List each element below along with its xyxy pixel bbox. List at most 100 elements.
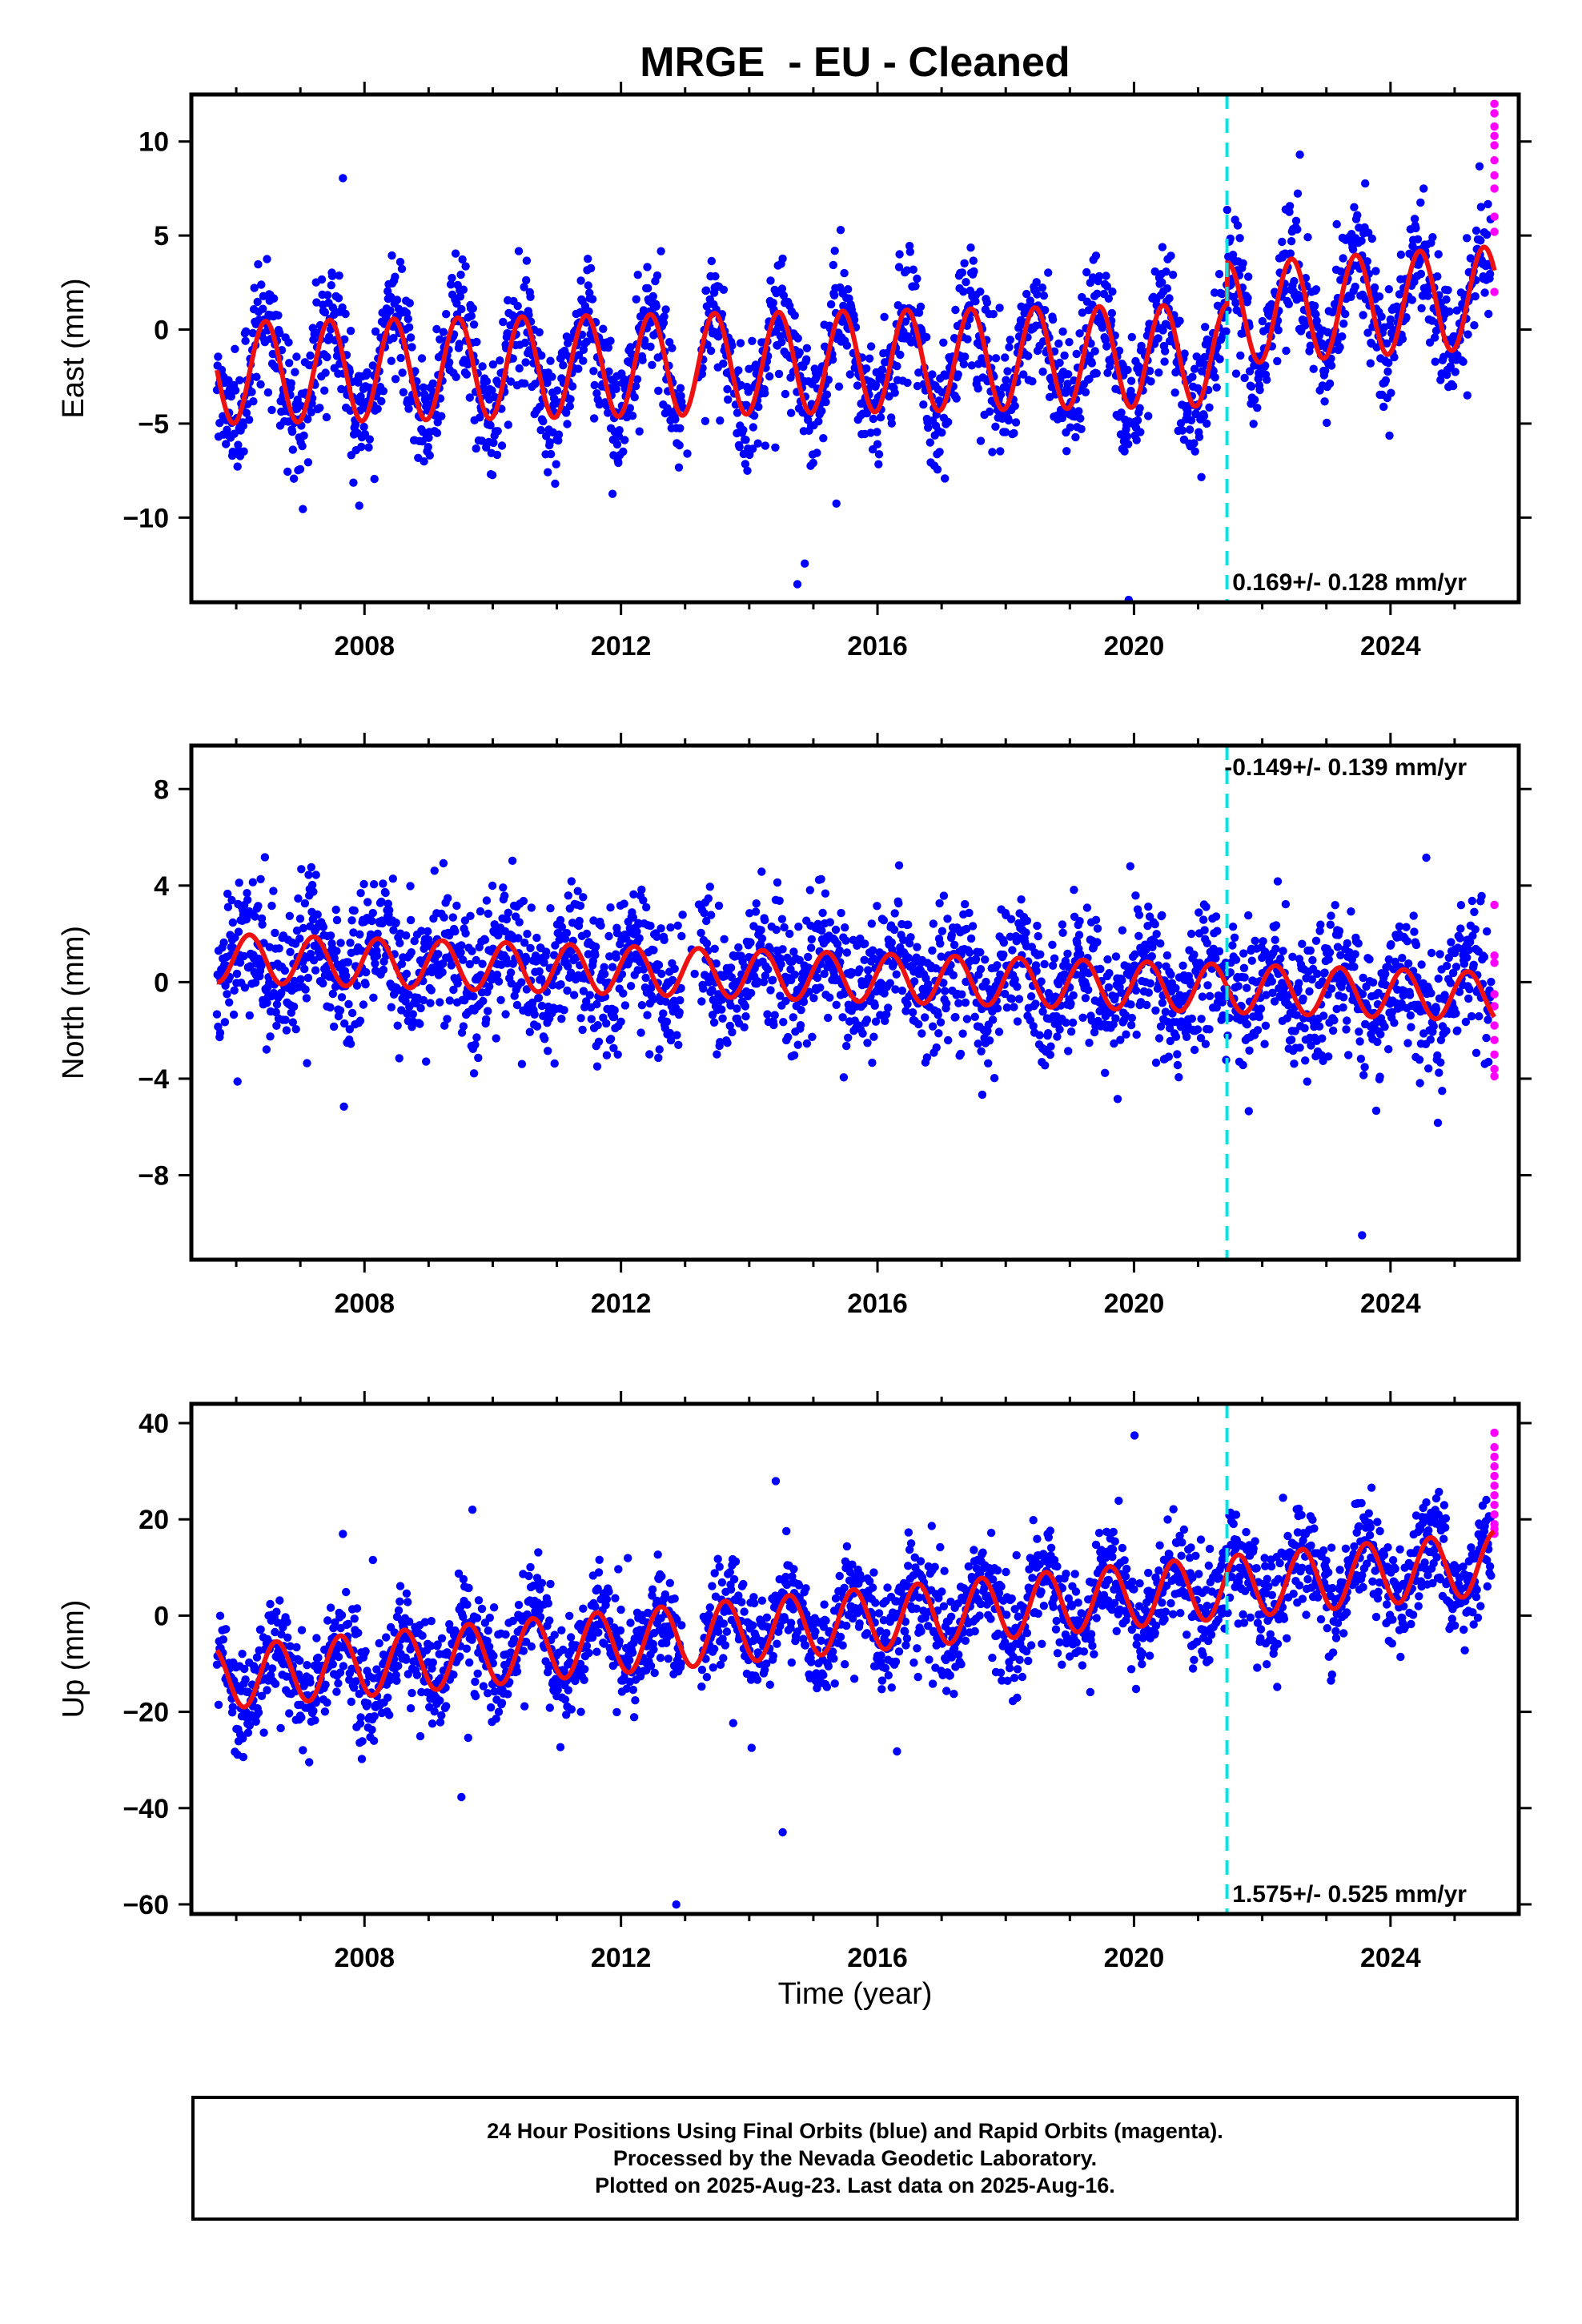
east-data-point — [1038, 368, 1047, 376]
east-data-point — [1415, 257, 1424, 266]
east-data-point — [832, 499, 841, 508]
north-data-point — [1460, 959, 1469, 968]
north-data-point — [1360, 1063, 1369, 1072]
east-data-point — [263, 255, 271, 263]
east-data-point — [966, 243, 975, 252]
east-data-point — [1273, 356, 1282, 366]
north-data-point — [357, 946, 366, 955]
up-data-point — [241, 1675, 250, 1684]
east-data-point — [1222, 327, 1231, 336]
north-data-point — [344, 999, 353, 1009]
up-data-point — [214, 1700, 223, 1709]
north-data-point — [1339, 1003, 1347, 1012]
north-data-point — [1354, 939, 1363, 948]
north-data-point — [1313, 969, 1322, 979]
north-data-point — [469, 992, 478, 1001]
north-data-point — [1105, 969, 1114, 978]
east-data-point — [1323, 418, 1331, 428]
north-data-point — [391, 919, 400, 927]
east-data-point — [866, 342, 876, 351]
north-data-point — [539, 1011, 548, 1021]
east-data-point — [1065, 338, 1074, 347]
north-data-point — [532, 1022, 542, 1031]
east-data-point — [349, 478, 358, 487]
east-data-point — [233, 462, 242, 471]
north-data-point — [1287, 1035, 1296, 1044]
north-data-point — [944, 1035, 953, 1045]
north-data-point — [579, 987, 588, 995]
east-data-point — [1195, 432, 1204, 441]
north-data-point — [1076, 950, 1085, 959]
east-data-point — [432, 428, 442, 437]
east-data-point — [472, 337, 481, 347]
east-data-point — [231, 386, 240, 395]
north-data-point — [507, 979, 516, 988]
east-data-point — [1451, 368, 1460, 376]
north-data-point — [393, 1021, 402, 1030]
east-data-point — [488, 360, 497, 369]
north-data-point — [592, 999, 601, 1009]
east-data-point — [482, 377, 492, 386]
north-data-point — [864, 966, 873, 975]
north-data-point — [566, 968, 576, 977]
east-data-point — [588, 295, 597, 304]
north-data-point — [326, 931, 335, 940]
north-data-point — [569, 991, 579, 999]
north-data-point — [474, 1053, 483, 1063]
north-data-point — [832, 1000, 841, 1010]
east-data-point — [890, 388, 899, 397]
north-data-point — [780, 923, 789, 932]
north-data-point — [610, 1006, 619, 1015]
north-data-point — [243, 895, 252, 905]
north-data-point — [263, 999, 271, 1007]
north-data-point — [784, 1032, 793, 1042]
east-data-point — [1379, 402, 1388, 412]
north-data-point — [461, 929, 470, 938]
east-data-point — [408, 343, 416, 352]
up-data-point — [219, 1635, 228, 1644]
north-data-point — [824, 1013, 833, 1023]
north-data-point — [977, 1047, 986, 1056]
east-data-point — [938, 428, 946, 437]
east-data-point — [836, 226, 845, 235]
north-data-point — [275, 944, 283, 953]
east-x-tick-label: 2012 — [591, 631, 652, 661]
east-data-point — [1396, 250, 1406, 259]
east-data-point — [1102, 271, 1110, 280]
east-data-point — [1249, 420, 1258, 428]
north-data-point — [1359, 1071, 1368, 1080]
north-x-tick-label: 2008 — [334, 1289, 395, 1319]
east-data-point — [913, 381, 922, 391]
east-data-point — [1211, 373, 1219, 382]
east-data-point — [462, 370, 472, 379]
east-data-point — [489, 438, 498, 448]
east-data-point — [1383, 339, 1391, 348]
north-data-point — [1319, 1011, 1328, 1020]
north-data-point — [328, 989, 337, 999]
north-data-point — [1017, 895, 1026, 904]
east-data-point — [515, 364, 524, 373]
north-data-point — [582, 929, 592, 939]
east-data-point — [771, 443, 780, 452]
north-data-point — [1339, 993, 1348, 1002]
north-data-point — [1435, 950, 1444, 959]
north-data-point — [636, 1028, 645, 1037]
north-data-point — [1075, 917, 1084, 926]
north-data-point — [1438, 1087, 1447, 1096]
north-data-point — [544, 1047, 552, 1055]
east-data-point — [821, 397, 830, 407]
east-data-point — [1350, 203, 1359, 211]
up-data-point — [245, 1721, 254, 1730]
north-data-point — [215, 1028, 225, 1037]
north-data-point — [288, 1018, 297, 1027]
east-data-point — [1006, 336, 1015, 344]
north-data-point — [573, 887, 582, 895]
up-data-point — [222, 1625, 231, 1634]
north-y-axis-label: North (mm) — [57, 926, 90, 1080]
north-data-point — [1268, 988, 1277, 998]
north-data-point — [641, 973, 650, 983]
north-data-point — [1308, 955, 1317, 965]
north-data-point — [609, 1012, 619, 1022]
north-data-point — [350, 906, 359, 915]
